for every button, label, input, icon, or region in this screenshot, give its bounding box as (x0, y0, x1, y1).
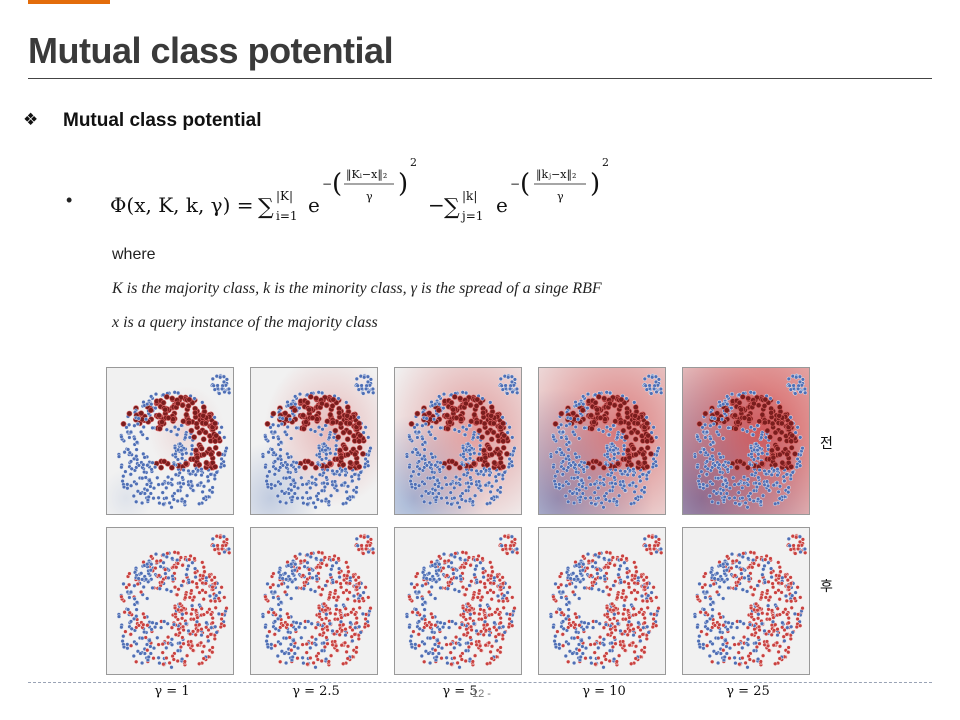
row-label-before: 전 (820, 435, 833, 451)
formula-minus: − (428, 193, 445, 217)
formula-lhs: Φ(x, K, k, γ) = (110, 193, 254, 217)
formula: Φ(x, K, k, γ) = ∑ |K| i=1 e − ( ‖Kᵢ−x‖₂ … (110, 148, 630, 238)
definition-line-1: K is the majority class, k is the minori… (112, 280, 602, 297)
before-panel-gamma-5 (682, 367, 810, 515)
formula-power-2: 2 (602, 156, 609, 169)
scatter-plot (683, 368, 809, 514)
scatter-plot (260, 533, 376, 670)
gamma-label-2: γ = 2.5 (292, 684, 340, 699)
formula-base-2: e (496, 193, 508, 217)
title-divider (28, 78, 932, 79)
svg-text:): ) (590, 169, 600, 199)
formula-exp-2-denominator: γ (557, 190, 564, 203)
gamma-label-4: γ = 10 (582, 684, 626, 699)
after-panel-gamma-2 (250, 527, 378, 675)
after-panel-gamma-4 (538, 527, 666, 675)
svg-text:): ) (398, 169, 408, 199)
section-heading: Mutual class potential (63, 110, 262, 131)
gamma-label-3: γ = 5 (442, 684, 478, 699)
formula-exp-1-numerator: ‖Kᵢ−x‖₂ (346, 168, 387, 182)
page-number: 12 - (472, 688, 491, 700)
scatter-plot (548, 533, 664, 670)
row-label-after: 후 (820, 578, 833, 594)
svg-text:(: ( (332, 169, 342, 199)
diamond-bullet-icon: ❖ (23, 110, 39, 129)
scatter-plot (539, 368, 665, 514)
slide-title: Mutual class potential (28, 30, 394, 71)
after-panel-gamma-1 (106, 527, 234, 675)
scatter-plot (692, 533, 808, 670)
formula-exp-1-denominator: γ (366, 190, 373, 203)
formula-sum-2: ∑ (444, 195, 460, 220)
before-panel-gamma-1 (106, 367, 234, 515)
footer-divider (28, 682, 932, 683)
scatter-plot (116, 533, 232, 670)
after-panel-gamma-3 (394, 527, 522, 675)
after-panel-gamma-5 (682, 527, 810, 675)
gamma-label-5: γ = 25 (726, 684, 770, 699)
formula-sum-2-lower: j=1 (460, 209, 483, 223)
formula-sum-2-upper: |k| (462, 189, 477, 203)
formula-power-1: 2 (410, 156, 417, 169)
scatter-plot (395, 368, 521, 514)
scatter-plot (404, 533, 520, 670)
svg-text:−: − (322, 177, 332, 191)
equation-bullet-icon: • (66, 190, 73, 210)
formula-sum-1-upper: |K| (276, 189, 293, 203)
svg-text:(: ( (520, 169, 530, 199)
formula-sum-1: ∑ (258, 195, 274, 220)
before-panel-gamma-2 (250, 367, 378, 515)
accent-bar (28, 0, 110, 4)
formula-sum-1-lower: i=1 (276, 209, 298, 223)
formula-base-1: e (308, 193, 320, 217)
scatter-plot (107, 368, 233, 514)
scatter-plot (251, 368, 377, 514)
before-panel-gamma-4 (538, 367, 666, 515)
definition-line-2: x is a query instance of the majority cl… (112, 314, 378, 331)
before-panel-gamma-3 (394, 367, 522, 515)
where-label: where (112, 246, 156, 263)
gamma-label-1: γ = 1 (154, 684, 190, 699)
formula-exp-2-numerator: ‖kⱼ−x‖₂ (536, 168, 576, 182)
svg-text:−: − (510, 177, 520, 191)
